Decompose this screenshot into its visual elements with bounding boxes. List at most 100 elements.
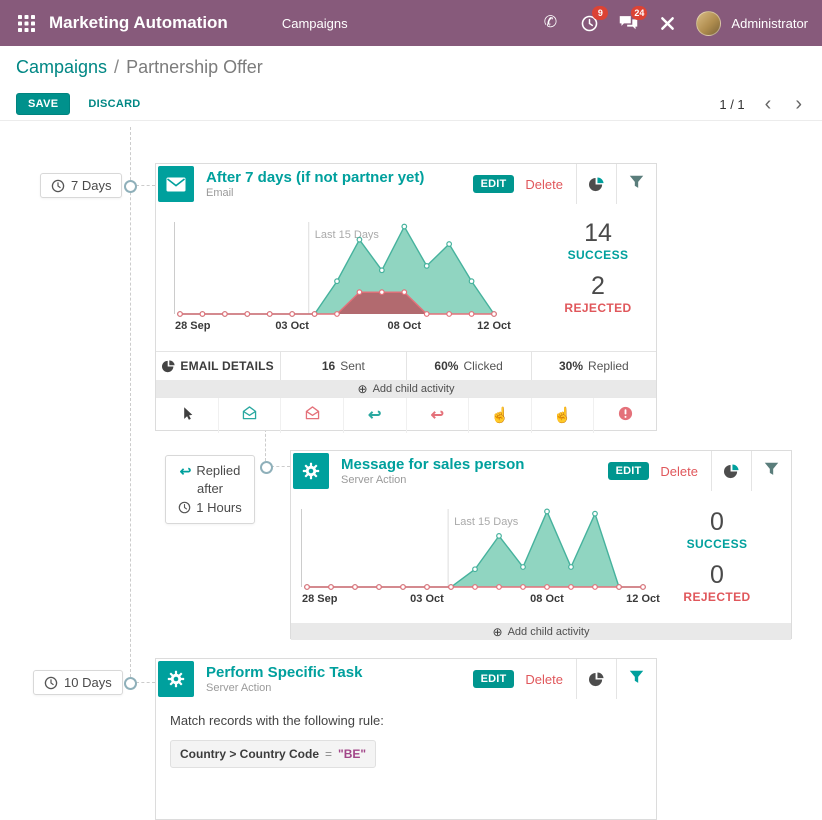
activities-badge: 9: [592, 6, 609, 20]
menu-campaigns[interactable]: Campaigns: [281, 15, 348, 31]
svg-text:12 Oct: 12 Oct: [477, 320, 511, 332]
activity-title[interactable]: Perform Specific Task: [206, 664, 363, 682]
trigger-not-opened-button[interactable]: [281, 398, 344, 433]
clicked-stat: 60% Clicked: [407, 352, 532, 380]
envelope-open-icon: [242, 406, 257, 425]
activities-icon[interactable]: 9: [579, 6, 609, 33]
domain-rule-tag: Country > Country Code = "BE": [170, 740, 377, 768]
envelope-icon: [158, 166, 194, 202]
rejected-count: 0: [710, 561, 724, 589]
rule-field: Country > Country Code: [180, 747, 320, 761]
avatar[interactable]: [696, 10, 722, 36]
activity-stats: 0 SUCCESS 0 REJECTED: [657, 507, 777, 613]
title-block: Message for sales person Server Action: [341, 456, 608, 485]
edit-button[interactable]: EDIT: [472, 175, 515, 193]
trigger-after-label: after: [196, 481, 223, 497]
activity-type: Server Action: [341, 473, 407, 486]
clock-icon: [44, 676, 58, 689]
filter-icon: [629, 175, 644, 194]
filter-toggle-button[interactable]: [751, 451, 791, 491]
delay-label: 10 Days: [64, 675, 112, 690]
apps-menu-icon[interactable]: [16, 13, 36, 33]
delay-badge-10-days[interactable]: 10 Days: [33, 670, 123, 695]
reply-icon: ↩: [367, 406, 382, 424]
activity-title[interactable]: Message for sales person: [341, 456, 525, 474]
svg-text:08 Oct: 08 Oct: [387, 320, 421, 332]
pie-chart-icon: [589, 176, 604, 191]
phone-icon[interactable]: ✆: [543, 14, 558, 31]
card-header: Message for sales person Server Action E…: [291, 451, 791, 491]
pager-next-icon[interactable]: ›: [795, 93, 802, 115]
plus-circle-icon: ⊕: [492, 624, 503, 639]
delay-label: 1 Hours: [196, 499, 242, 515]
chart-zone: Last 15 Days 28 Sep 03 Oct 08 Oct 12 Oct 0 S…: [291, 493, 791, 623]
messages-icon[interactable]: 24: [618, 6, 648, 33]
trigger-not-clicked-button[interactable]: ☝: [532, 398, 595, 433]
edit-button[interactable]: EDIT: [607, 462, 650, 480]
rule-operator: =: [325, 747, 333, 761]
breadcrumb-campaigns[interactable]: Campaigns: [16, 56, 108, 77]
trigger-replied-button[interactable]: ↩: [344, 398, 407, 433]
pager-value: 1 / 1: [719, 96, 745, 112]
sent-stat: 16 Sent: [281, 352, 407, 380]
filter-toggle-button[interactable]: [616, 659, 656, 699]
filter-toggle-button[interactable]: [616, 164, 656, 204]
trigger-badge-replied-after[interactable]: ↩ Replied after 1 Hours: [165, 455, 255, 524]
replied-stat: 30% Replied: [559, 359, 629, 373]
email-details-header: EMAIL DETAILS: [156, 352, 282, 380]
trigger-not-replied-button[interactable]: ↩: [407, 398, 470, 433]
card-header: Perform Specific Task Server Action EDIT…: [156, 659, 656, 699]
messages-badge: 24: [631, 6, 648, 20]
add-child-activity-button[interactable]: ⊕ Add child activity: [291, 623, 791, 640]
activity-type: Server Action: [206, 681, 272, 694]
delay-badge-7-days[interactable]: 7 Days: [40, 173, 123, 198]
app-title[interactable]: Marketing Automation: [49, 13, 228, 32]
graph-toggle-button[interactable]: [576, 164, 616, 204]
discard-button[interactable]: DISCARD: [78, 94, 150, 114]
trigger-label: Replied: [196, 463, 241, 478]
trigger-opened-button[interactable]: [219, 398, 282, 433]
activity-graph: Last 15 Days 28 Sep 03 Oct 08 Oct 12 Oct: [301, 508, 660, 605]
svg-text:Last 15 Days: Last 15 Days: [454, 516, 519, 528]
add-child-activity-button[interactable]: ⊕ Add child activity: [156, 380, 656, 397]
graph-toggle-button[interactable]: [576, 659, 616, 699]
card-body: Match records with the following rule: C…: [156, 699, 656, 782]
navbar-systray: ✆ 9 24 Administrator: [540, 6, 808, 36]
rejected-label: REJECTED: [683, 590, 751, 604]
trigger-clicked-button[interactable]: ☝: [469, 398, 532, 433]
activity-card-server-action: Message for sales person Server Action E…: [290, 450, 792, 640]
chart-zone: Last 15 Days 28 Sep 03 Oct 08 Oct 12 Oct 14 …: [156, 206, 656, 351]
svg-text:08 Oct: 08 Oct: [530, 593, 564, 605]
success-count: 0: [710, 508, 724, 536]
success-count: 14: [584, 219, 612, 247]
title-block: After 7 days (if not partner yet) Email: [206, 169, 473, 198]
success-label: SUCCESS: [567, 248, 629, 262]
delay-label: 7 Days: [71, 178, 112, 193]
svg-text:28 Sep: 28 Sep: [302, 593, 338, 605]
timeline-node: [124, 180, 137, 193]
save-button[interactable]: SAVE: [16, 93, 71, 115]
activity-title[interactable]: After 7 days (if not partner yet): [206, 169, 425, 187]
pie-chart-icon: [589, 671, 604, 686]
activity-graph: Last 15 Days 28 Sep 03 Oct 08 Oct 12 Oct: [174, 222, 511, 332]
delete-button[interactable]: Delete: [525, 671, 563, 687]
edit-button[interactable]: EDIT: [472, 670, 515, 688]
pager: 1 / 1 ‹ ›: [719, 94, 806, 114]
mouse-pointer-icon: [180, 406, 194, 426]
delete-button[interactable]: Delete: [660, 463, 698, 479]
gears-icon: [158, 661, 194, 697]
trigger-bounced-button[interactable]: [594, 398, 656, 433]
plus-circle-icon: ⊕: [357, 381, 368, 396]
timeline-line-child: [265, 429, 266, 461]
trigger-row: ↩ ↩ ☝ ☝: [156, 397, 656, 433]
delete-button[interactable]: Delete: [525, 176, 563, 192]
hand-pointer-icon: ☝: [553, 407, 572, 424]
pager-prev-icon[interactable]: ‹: [764, 93, 772, 115]
trigger-activity-button[interactable]: [156, 398, 219, 433]
graph-toggle-button[interactable]: [711, 451, 751, 491]
clock-icon: [51, 179, 65, 192]
activity-card-specific-task: Perform Specific Task Server Action EDIT…: [155, 658, 657, 820]
user-name[interactable]: Administrator: [731, 15, 808, 31]
tools-icon[interactable]: [657, 13, 677, 33]
rule-value: "BE": [338, 747, 367, 761]
